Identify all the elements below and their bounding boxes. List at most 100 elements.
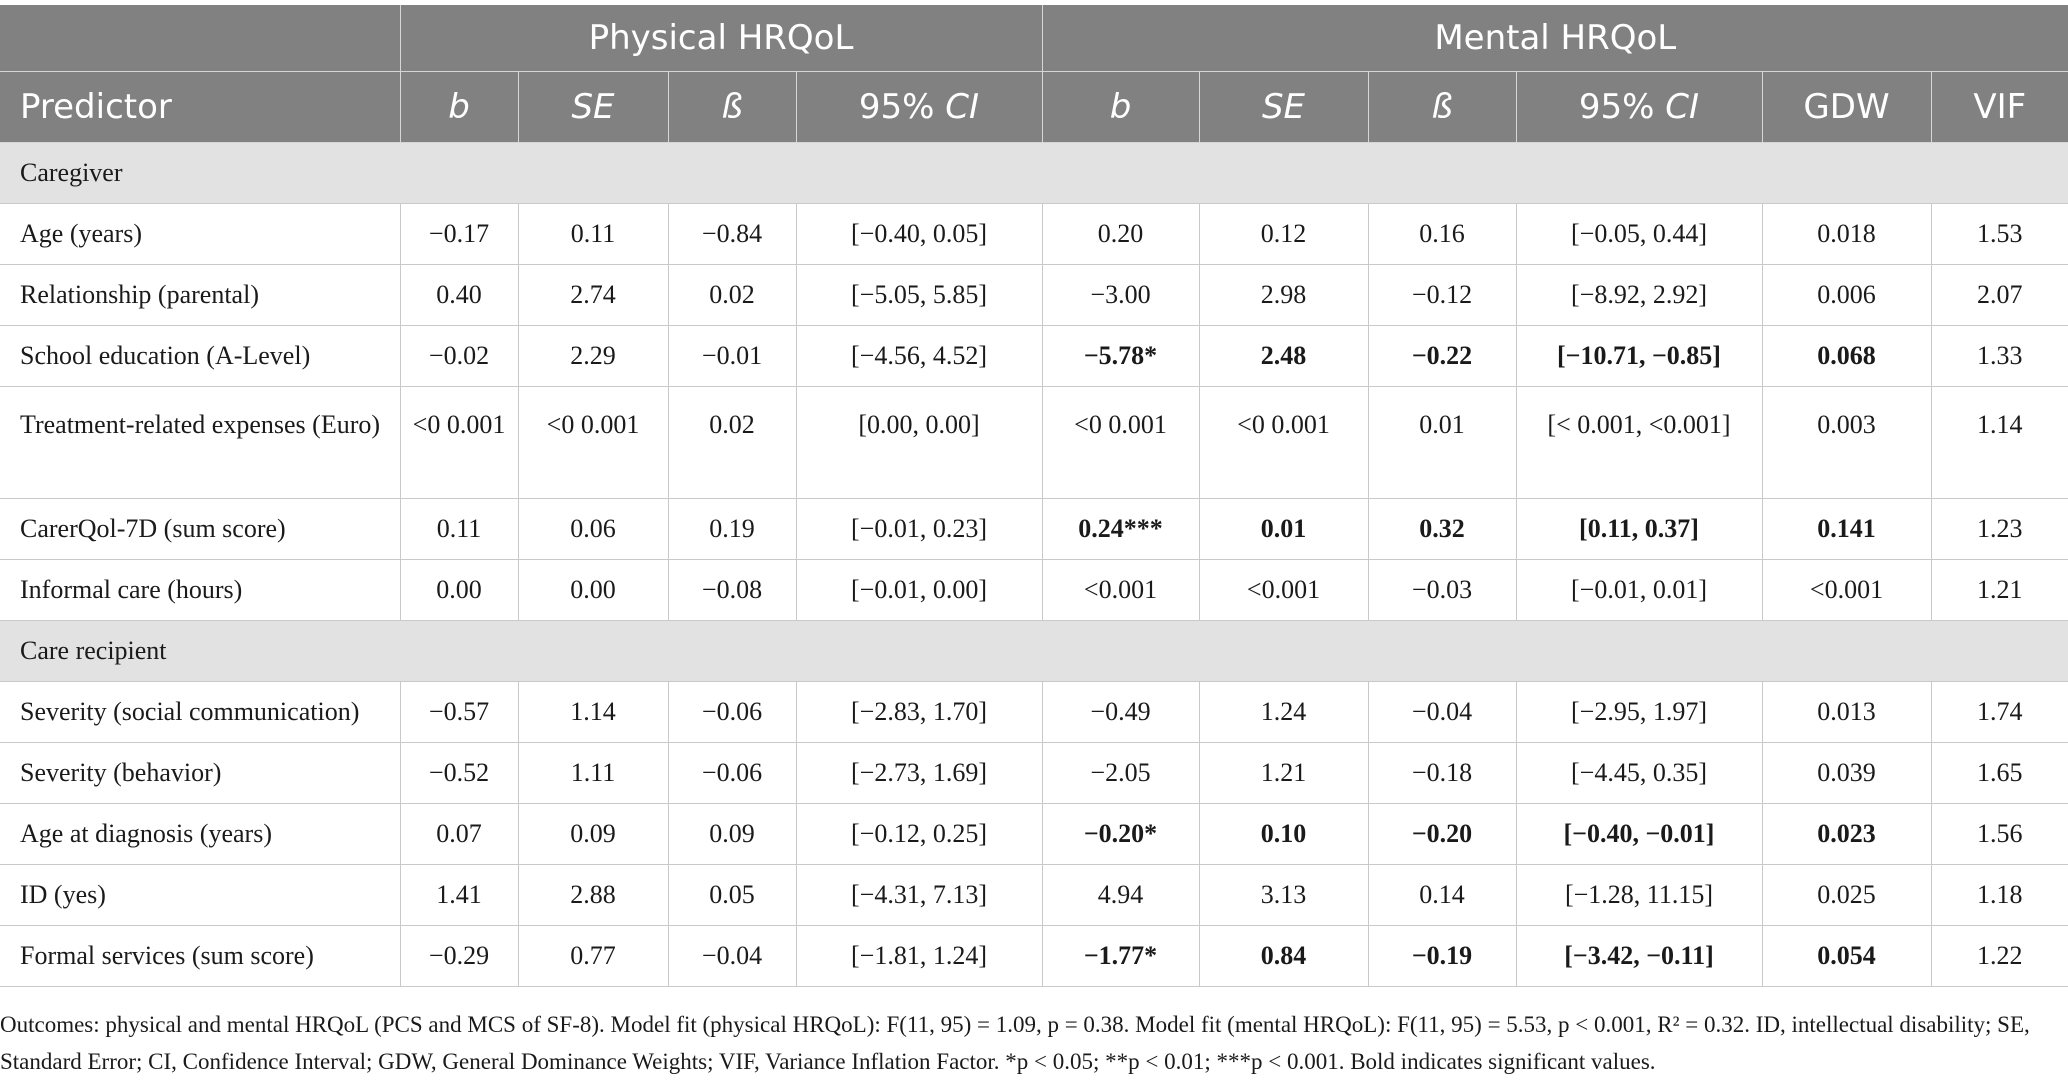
phys-b-cell: −0.52 <box>400 742 519 804</box>
gdw-cell: 0.003 <box>1762 386 1932 499</box>
group-header-row: Physical HRQoL Mental HRQoL <box>0 5 2068 72</box>
ment-b-cell: −0.49 <box>1042 681 1200 743</box>
ment-b-cell: −3.00 <box>1042 264 1200 326</box>
predictor-cell: School education (A-Level) <box>0 325 401 387</box>
ment-b-cell: <0.001 <box>1042 559 1200 621</box>
phys-se-cell: <0 0.001 <box>518 386 669 499</box>
phys-se-cell: 2.29 <box>518 325 669 387</box>
phys-ci-cell: [−0.01, 0.23] <box>796 498 1043 560</box>
phys-beta-cell: 0.02 <box>668 386 797 499</box>
phys-se-cell: 0.06 <box>518 498 669 560</box>
table-row: CarerQol-7D (sum score) 0.11 0.06 0.19 [−0.0… <box>0 498 2068 560</box>
mental-beta-header: ß <box>1368 71 1517 143</box>
table-row: Age at diagnosis (years) 0.07 0.09 0.09 [−0.… <box>0 803 2068 865</box>
ment-se-cell: 1.21 <box>1199 742 1369 804</box>
ment-ci-cell: [−3.42, −0.11] <box>1516 925 1763 987</box>
table-row: Informal care (hours) 0.00 0.00 −0.08 [−0.01… <box>0 559 2068 621</box>
phys-b-cell: 0.11 <box>400 498 519 560</box>
phys-b-cell: −0.57 <box>400 681 519 743</box>
vif-cell: 2.07 <box>1931 264 2068 326</box>
gdw-cell: 0.039 <box>1762 742 1932 804</box>
ment-beta-cell: −0.03 <box>1368 559 1517 621</box>
vif-cell: 1.22 <box>1931 925 2068 987</box>
ment-se-cell: 2.98 <box>1199 264 1369 326</box>
phys-beta-cell: −0.04 <box>668 925 797 987</box>
ment-se-cell: 3.13 <box>1199 864 1369 926</box>
predictor-cell: Informal care (hours) <box>0 559 401 621</box>
ment-b-cell: −2.05 <box>1042 742 1200 804</box>
predictor-cell: Age at diagnosis (years) <box>0 803 401 865</box>
section-caregiver: Caregiver <box>0 142 2068 204</box>
ment-b-cell: <0 0.001 <box>1042 386 1200 499</box>
ment-beta-cell: 0.01 <box>1368 386 1517 499</box>
vif-cell: 1.18 <box>1931 864 2068 926</box>
ment-beta-cell: 0.14 <box>1368 864 1517 926</box>
footnote-text: Outcomes: physical and mental HRQoL (PCS… <box>0 1012 2030 1074</box>
vif-cell: 1.74 <box>1931 681 2068 743</box>
table-row: Severity (social communication) −0.57 1.14… <box>0 681 2068 743</box>
ment-b-cell: 0.20 <box>1042 203 1200 265</box>
phys-beta-cell: 0.19 <box>668 498 797 560</box>
phys-se-cell: 0.09 <box>518 803 669 865</box>
section-label: Caregiver <box>0 142 2068 204</box>
phys-b-cell: −0.17 <box>400 203 519 265</box>
ment-beta-cell: −0.22 <box>1368 325 1517 387</box>
predictor-cell: Formal services (sum score) <box>0 925 401 987</box>
phys-ci-cell: [−5.05, 5.85] <box>796 264 1043 326</box>
phys-beta-cell: 0.02 <box>668 264 797 326</box>
ment-ci-cell: [−0.40, −0.01] <box>1516 803 1763 865</box>
gdw-cell: 0.068 <box>1762 325 1932 387</box>
phys-beta-cell: 0.09 <box>668 803 797 865</box>
ment-se-cell: 0.84 <box>1199 925 1369 987</box>
phys-beta-cell: −0.84 <box>668 203 797 265</box>
ci-label: CI <box>945 87 980 127</box>
gdw-cell: 0.018 <box>1762 203 1932 265</box>
phys-ci-cell: [−0.12, 0.25] <box>796 803 1043 865</box>
gdw-cell: 0.013 <box>1762 681 1932 743</box>
table-row: Age (years) −0.17 0.11 −0.84 [−0.40, 0.05] 0.… <box>0 203 2068 265</box>
ment-ci-cell: [0.11, 0.37] <box>1516 498 1763 560</box>
ment-ci-cell: [−1.28, 11.15] <box>1516 864 1763 926</box>
mental-hrqol-header: Mental HRQoL <box>1042 5 2068 72</box>
phys-beta-cell: −0.06 <box>668 681 797 743</box>
ment-ci-cell: [−8.92, 2.92] <box>1516 264 1763 326</box>
phys-b-cell: 1.41 <box>400 864 519 926</box>
phys-ci-cell: [−1.81, 1.24] <box>796 925 1043 987</box>
ment-se-cell: <0 0.001 <box>1199 386 1369 499</box>
predictor-cell: Age (years) <box>0 203 401 265</box>
ment-beta-cell: −0.18 <box>1368 742 1517 804</box>
regression-table: Physical HRQoL Mental HRQoL Predictor b … <box>0 5 2068 987</box>
ment-b-cell: −5.78* <box>1042 325 1200 387</box>
table-row: ID (yes) 1.41 2.88 0.05 [−4.31, 7.13] 4.94 3.1… <box>0 864 2068 926</box>
phys-ci-cell: [−2.83, 1.70] <box>796 681 1043 743</box>
physical-b-header: b <box>400 71 519 143</box>
ment-se-cell: 0.12 <box>1199 203 1369 265</box>
phys-se-cell: 2.88 <box>518 864 669 926</box>
phys-b-cell: <0 0.001 <box>400 386 519 499</box>
physical-ci-header: 95% CI <box>796 71 1043 143</box>
phys-b-cell: 0.40 <box>400 264 519 326</box>
table-body: Caregiver Age (years) −0.17 0.11 −0.84 [−0.40… <box>0 142 2068 987</box>
predictor-cell: Severity (social communication) <box>0 681 401 743</box>
mental-ci-header: 95% CI <box>1516 71 1763 143</box>
vif-cell: 1.33 <box>1931 325 2068 387</box>
phys-ci-cell: [0.00, 0.00] <box>796 386 1043 499</box>
ment-b-cell: −1.77* <box>1042 925 1200 987</box>
gdw-cell: <0.001 <box>1762 559 1932 621</box>
physical-hrqol-header: Physical HRQoL <box>400 5 1043 72</box>
table-row: Relationship (parental) 0.40 2.74 0.02 [−5.0… <box>0 264 2068 326</box>
empty-header-cell <box>0 5 401 72</box>
gdw-cell: 0.006 <box>1762 264 1932 326</box>
vif-header: VIF <box>1931 71 2068 143</box>
ment-ci-cell: [−0.01, 0.01] <box>1516 559 1763 621</box>
phys-se-cell: 0.00 <box>518 559 669 621</box>
phys-beta-cell: 0.05 <box>668 864 797 926</box>
gdw-header: GDW <box>1762 71 1932 143</box>
ci-prefix: 95% <box>1578 87 1666 127</box>
ment-b-cell: 0.24*** <box>1042 498 1200 560</box>
predictor-header: Predictor <box>0 71 401 143</box>
phys-b-cell: 0.07 <box>400 803 519 865</box>
ment-se-cell: <0.001 <box>1199 559 1369 621</box>
ment-ci-cell: [−2.95, 1.97] <box>1516 681 1763 743</box>
vif-cell: 1.56 <box>1931 803 2068 865</box>
